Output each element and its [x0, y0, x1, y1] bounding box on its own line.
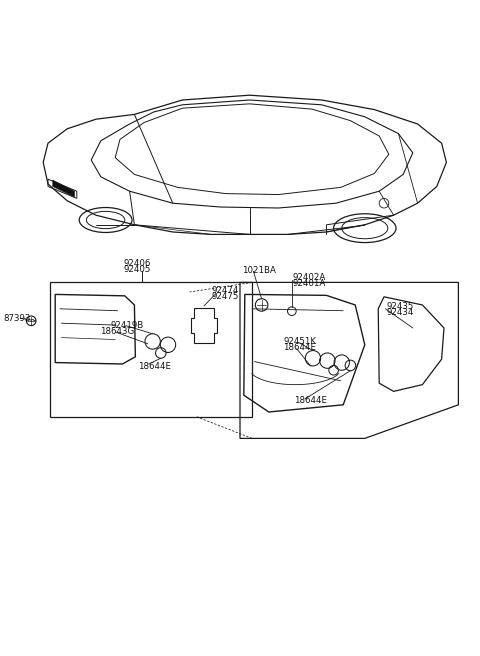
Text: 92435: 92435: [386, 302, 414, 311]
Text: 1021BA: 1021BA: [242, 266, 276, 275]
Text: 92474: 92474: [211, 286, 239, 295]
Text: 92406: 92406: [123, 258, 151, 268]
Text: 92402A: 92402A: [293, 273, 326, 282]
Text: 92401A: 92401A: [293, 279, 326, 289]
Text: 92451K: 92451K: [283, 337, 316, 346]
Text: 92434: 92434: [386, 308, 414, 317]
Text: 18644E: 18644E: [294, 396, 327, 405]
Text: 92405: 92405: [123, 265, 151, 274]
Text: 92419B: 92419B: [110, 321, 144, 330]
Polygon shape: [53, 180, 74, 197]
Text: 92475: 92475: [211, 293, 239, 301]
Text: 18644E: 18644E: [283, 343, 316, 352]
Text: 18644E: 18644E: [138, 362, 171, 371]
Text: 18643G: 18643G: [100, 327, 134, 337]
Text: 87393: 87393: [4, 314, 31, 323]
